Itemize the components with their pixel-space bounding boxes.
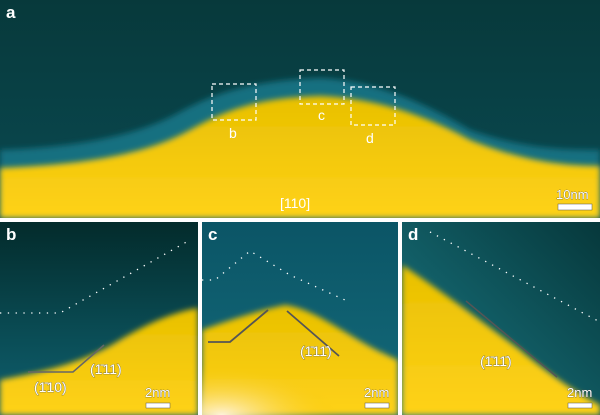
region-box-label-d: d <box>366 130 374 146</box>
scale-bar-d <box>567 402 593 409</box>
panel-label-c: c <box>208 225 217 244</box>
surface-outline <box>429 231 600 323</box>
panel-label-d: d <box>408 225 418 244</box>
zone-axis-label: [110] <box>280 195 310 211</box>
panel-a: a b c d [110] 10nm <box>0 0 600 218</box>
plane-label: (1̄11̄) <box>300 343 332 359</box>
region-box-label-c: c <box>318 107 325 123</box>
panel-label-a: a <box>6 3 16 22</box>
scale-bar-label-a: 10nm <box>556 187 589 202</box>
scale-bar-label-c: 2nm <box>364 385 389 400</box>
surface-outline <box>202 250 346 301</box>
scale-bar-label-b: 2nm <box>145 385 170 400</box>
region-box-c <box>299 69 345 105</box>
region-box-label-b: b <box>229 125 237 141</box>
scale-bar-label-d: 2nm <box>567 385 592 400</box>
panel-label-b: b <box>6 225 16 244</box>
scale-bar-c <box>364 402 390 409</box>
plane-label: (1̄11) <box>90 361 122 377</box>
facet-line <box>286 310 340 357</box>
region-box-d <box>350 86 396 126</box>
panel-c: c (1̄11̄) 2nm <box>202 222 398 415</box>
facet-line <box>208 309 269 343</box>
facet-line <box>465 300 558 378</box>
facet-line <box>28 344 105 373</box>
panel-d: d (1̄11̄) 2nm <box>402 222 600 415</box>
region-box-b <box>211 83 257 121</box>
plane-label: (1̄10) <box>34 379 67 395</box>
panel-b: b (1̄10) (1̄11) 2nm <box>0 222 198 415</box>
scale-bar-b <box>145 402 171 409</box>
scale-bar-a <box>557 203 593 211</box>
plane-label: (1̄11̄) <box>480 353 512 369</box>
